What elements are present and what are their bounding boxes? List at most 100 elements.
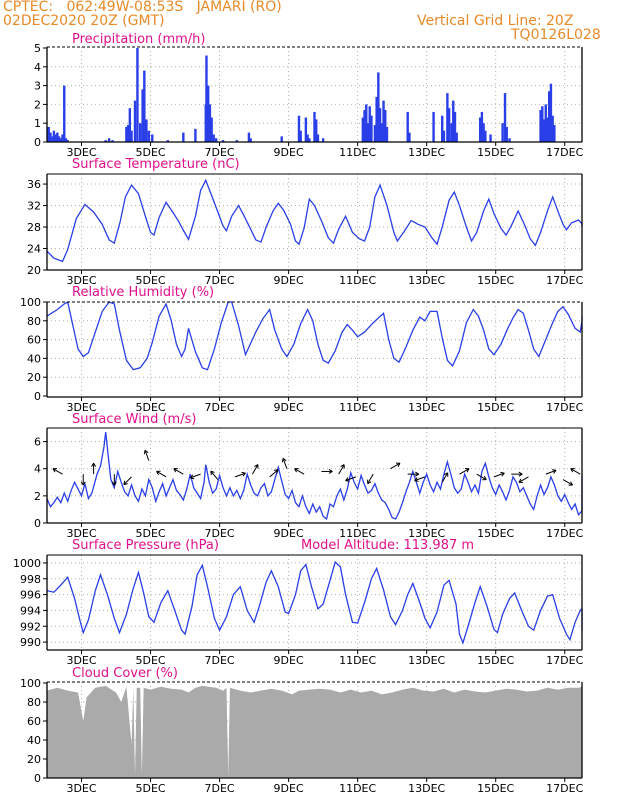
wind-arrow [570,468,581,475]
wind-arrow [91,462,97,475]
precip-bar [304,117,308,142]
precip-bar [147,130,151,142]
precip-bar [316,134,320,142]
wind-arrow [156,470,167,478]
precip-bar [450,123,453,142]
x-tick-label: 11DEC [339,146,376,159]
y-tick-label: 40 [27,352,41,365]
precip-bar [130,130,133,142]
y-tick-label: 2 [34,490,41,503]
y-tick-label: 5 [34,42,41,55]
precip-bar [54,134,57,142]
x-tick-label: 13DEC [408,274,445,287]
x-tick-label: 9DEC [274,401,304,414]
precip-bar [370,115,373,142]
precip-bar [505,126,508,142]
precip-bar [136,48,139,142]
panel-4: 0 2 4 6 3DEC 5DEC 7DEC 9DEC 11DEC 13DEC 15DEC 17DEC… [34,412,584,540]
y-tick-label: 40 [27,734,41,747]
header-location: CPTEC: 062:49W-08:53S JAMARI (RO) [3,0,282,15]
panel-1: 0 1 2 3 4 5 3DEC 5DEC 7DEC 9DEC 11DEC 13DEC 15DEC 17D… [34,32,584,159]
y-tick-label: 0 [34,390,41,403]
wind-arrow [269,469,279,478]
x-tick-label: 13DEC [408,527,445,540]
precip-bar [47,126,50,142]
y-tick-label: 100 [20,296,41,309]
y-tick-label: 1000 [13,557,41,570]
precip-bar [49,132,52,142]
x-tick-label: 5DEC [135,654,165,667]
precip-bar [549,83,553,142]
x-tick-label: 11DEC [339,527,376,540]
x-tick-label: 7DEC [205,401,235,414]
precip-bar [52,130,56,142]
precip-bar [128,108,132,142]
precip-bar [214,138,218,142]
precip-bar [378,108,382,142]
wind-arrow [493,471,505,478]
wind-arrow [234,471,246,478]
x-tick-label: 5DEC [135,274,165,287]
x-tick-label: 17DEC [546,274,583,287]
x-tick-label: 11DEC [339,654,376,667]
precip-bar [368,106,371,142]
wind-arrow [414,476,426,482]
precip-bar [385,126,389,142]
wind-arrow [459,468,470,475]
precip-bar [446,93,449,142]
precip-bar [408,132,411,142]
panel-2: 20 24 28 32 36 3DEC 5DEC 7DEC 9DEC 11DEC 13DEC 15DE… [27,157,584,287]
x-tick-label: 11DEC [339,274,376,287]
precip-bar [382,100,385,142]
wind-arrow [321,468,333,474]
x-tick-label: 17DEC [546,527,583,540]
precip-bar [542,119,546,142]
panel-title: Relative Humidity (%) [72,285,214,300]
precip-bar [480,111,484,142]
y-tick-label: 0 [34,772,41,785]
x-tick-label: 5DEC [135,146,165,159]
panel-title: Surface Pressure (hPa) [72,538,219,553]
x-tick-label: 7DEC [205,782,235,795]
precip-bar [380,123,384,142]
precip-bar [541,106,544,142]
precip-bar [501,123,504,142]
x-tick-label: 7DEC [205,274,235,287]
y-tick-label: 0 [34,517,41,530]
wind-arrow [52,468,63,475]
x-tick-label: 11DEC [339,782,376,795]
x-tick-label: 15DEC [477,146,514,159]
wind-arrow [345,476,357,482]
precip-bar [125,126,128,142]
precip-bar [206,85,210,142]
precip-bar [143,70,146,142]
x-tick-label: 13DEC [408,401,445,414]
precip-bar [212,134,215,142]
precip-bar [544,104,547,142]
y-tick-label: 1 [34,117,41,130]
series-line [46,431,583,521]
wind-arrow [189,473,201,480]
precip-bar [145,119,148,142]
precip-bar [546,117,549,142]
x-tick-label: 15DEC [477,654,514,667]
precip-bar [111,140,114,142]
panel-title: Surface Wind (m/s) [72,412,196,427]
precip-bar [539,110,542,142]
wind-arrow [338,464,345,475]
header-grid-line: Vertical Grid Line: 20Z [417,13,574,29]
precip-bar [484,130,487,142]
precip-bar [138,123,142,142]
precip-bar [455,132,458,142]
y-tick-label: 20 [27,753,41,766]
precip-bar [503,93,507,142]
panel-5: 990 992 994 996 998 1000 3DEC 5DEC 7DEC 9DEC 11DEC… [13,538,584,667]
precip-bar [377,72,380,142]
y-tick-label: 994 [20,604,41,617]
wind-arrow [251,464,259,475]
x-tick-label: 5DEC [135,782,165,795]
wind-arrow [210,470,219,480]
precip-bar [61,134,64,142]
wind-arrow [518,476,529,483]
